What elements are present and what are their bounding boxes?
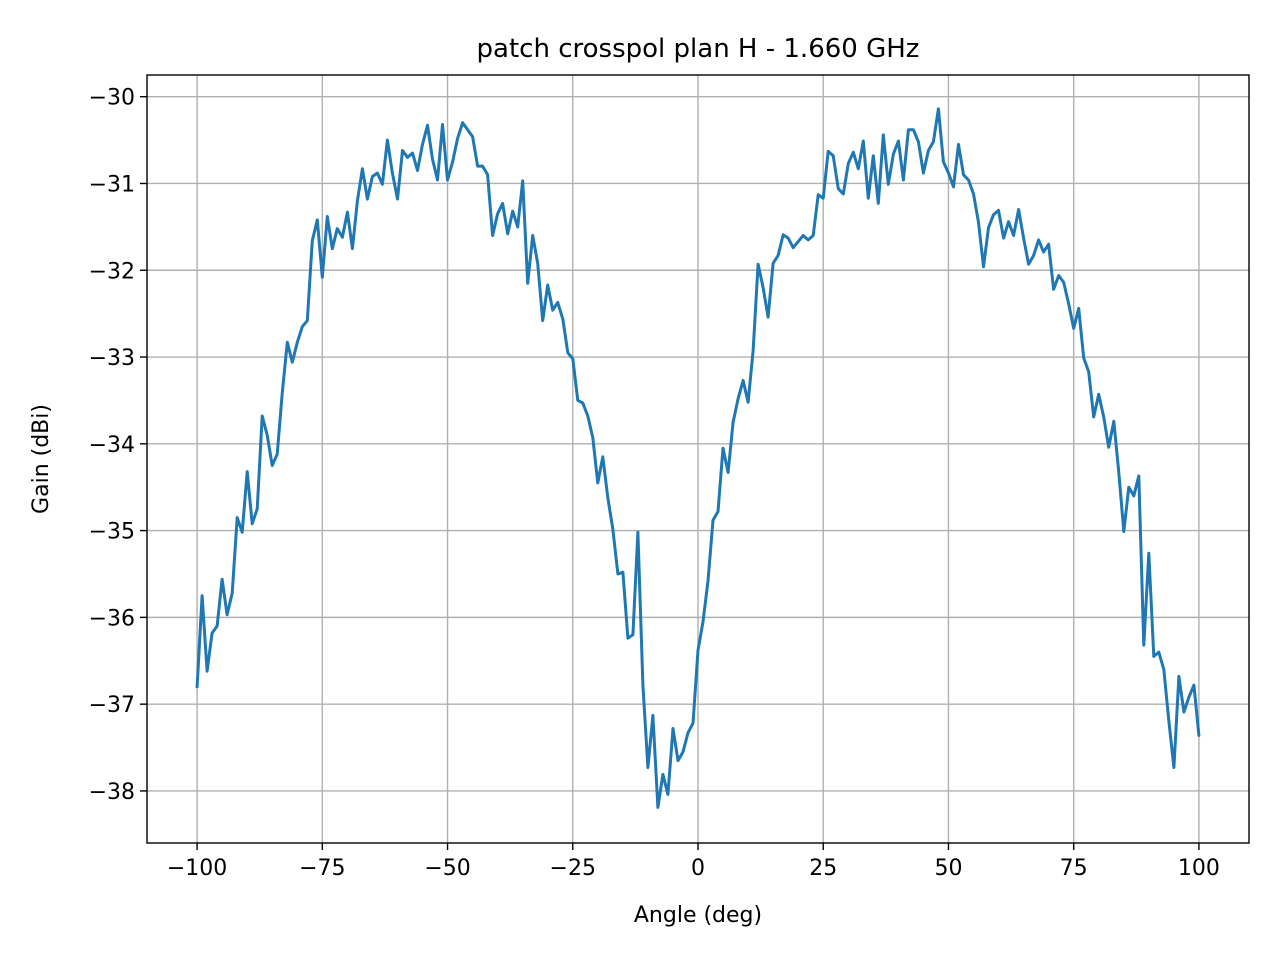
chart-title: patch crosspol plan H - 1.660 GHz	[477, 34, 920, 64]
x-axis-label: Angle (deg)	[634, 903, 762, 928]
x-tick-label: 50	[934, 856, 962, 881]
y-axis-label: Gain (dBi)	[29, 404, 54, 514]
x-tick-label: 0	[691, 856, 705, 881]
x-tick-label: 100	[1178, 856, 1220, 881]
y-axis: −38 −37 −36 −35 −34 −33 −32 −31 −30	[89, 86, 147, 805]
series-line-0	[195, 107, 1201, 809]
y-tick-label: −37	[89, 693, 135, 718]
x-tick-label: −25	[550, 856, 596, 881]
series-layer	[195, 107, 1201, 809]
y-tick-label: −38	[89, 780, 135, 805]
y-tick-label: −36	[89, 606, 135, 631]
y-tick-label: −31	[89, 172, 135, 197]
y-tick-label: −33	[89, 346, 135, 371]
y-tick-label: −35	[89, 520, 135, 545]
x-axis: −100 −75 −50 −25 0 25 50 75 100	[167, 843, 1220, 881]
x-tick-label: −75	[299, 856, 345, 881]
grid	[147, 75, 1249, 843]
x-tick-label: −50	[424, 856, 470, 881]
y-tick-label: −34	[89, 433, 135, 458]
x-tick-label: −100	[167, 856, 227, 881]
x-tick-label: 25	[809, 856, 837, 881]
y-tick-label: −30	[89, 86, 135, 111]
x-tick-label: 75	[1060, 856, 1088, 881]
y-tick-label: −32	[89, 259, 135, 284]
